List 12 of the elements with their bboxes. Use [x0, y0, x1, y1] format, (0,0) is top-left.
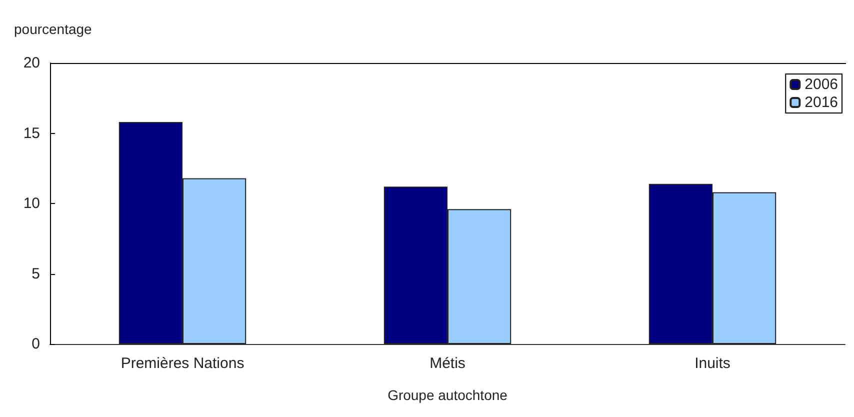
- x-tick-label: Métis: [430, 355, 466, 372]
- y-tick-label: 5: [32, 265, 40, 282]
- x-tick-label: Premières Nations: [120, 355, 244, 372]
- y-tick-label: 15: [23, 124, 40, 142]
- y-tick-label: 10: [23, 195, 40, 212]
- x-tick-label: Inuits: [694, 355, 730, 372]
- legend-label: 2016: [804, 94, 838, 111]
- legend-label: 2006: [804, 76, 838, 93]
- x-axis-title: Groupe autochtone: [388, 387, 508, 403]
- y-tick-label: 20: [23, 54, 40, 72]
- y-axis-title: pourcentage: [14, 21, 92, 37]
- y-tick-label: 0: [32, 336, 40, 352]
